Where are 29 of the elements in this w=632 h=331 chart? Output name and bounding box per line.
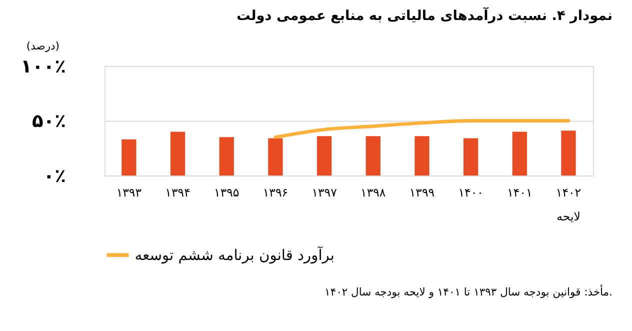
x-tick-label: ۱۳۹۴ [165,185,190,200]
bar [512,132,527,176]
bar [268,138,283,176]
bar [561,130,576,176]
text: لایحه [556,209,580,224]
y-tick-label: ۰٪ [43,166,66,187]
bar [366,136,380,176]
x-tick-label: ۱۴۰۱ [507,185,532,200]
x-tick-label: ۱۳۹۷ [312,185,337,200]
chart-title: نمودار ۴. نسبت درآمدهای مالیاتی به منابع عمومی دولت [236,6,612,24]
y-tick-label: ۱۰۰٪ [20,56,66,78]
bar [414,136,430,176]
legend-label: برآورد قانون برنامه ششم توسعه [134,246,334,264]
x-tick-label: ۱۴۰۰ [458,185,484,200]
x-tick-label: ۱۴۰۲ [556,185,582,200]
bar [316,136,332,176]
bar [219,137,234,176]
bar [122,139,136,176]
x-tick-label: ۱۳۹۳ [116,185,142,200]
x-tick-label: ۱۳۹۸ [360,185,386,200]
text: مأخذ: قوانین بودجه سال ۱۳۹۳ تا ۱۴۰۱ و لایحه بودجه سال ۱۴۰۲. [324,284,612,299]
x-tick-label: ۱۳۹۹ [409,185,435,200]
line-series [274,119,570,139]
y-tick-label: ۵۰٪ [32,111,66,132]
bar [170,132,186,176]
text: (درصد) [26,39,60,52]
bar [464,138,478,176]
x-tick-label: ۱۳۹۵ [214,185,240,200]
x-tick-label: ۱۳۹۶ [262,185,288,200]
